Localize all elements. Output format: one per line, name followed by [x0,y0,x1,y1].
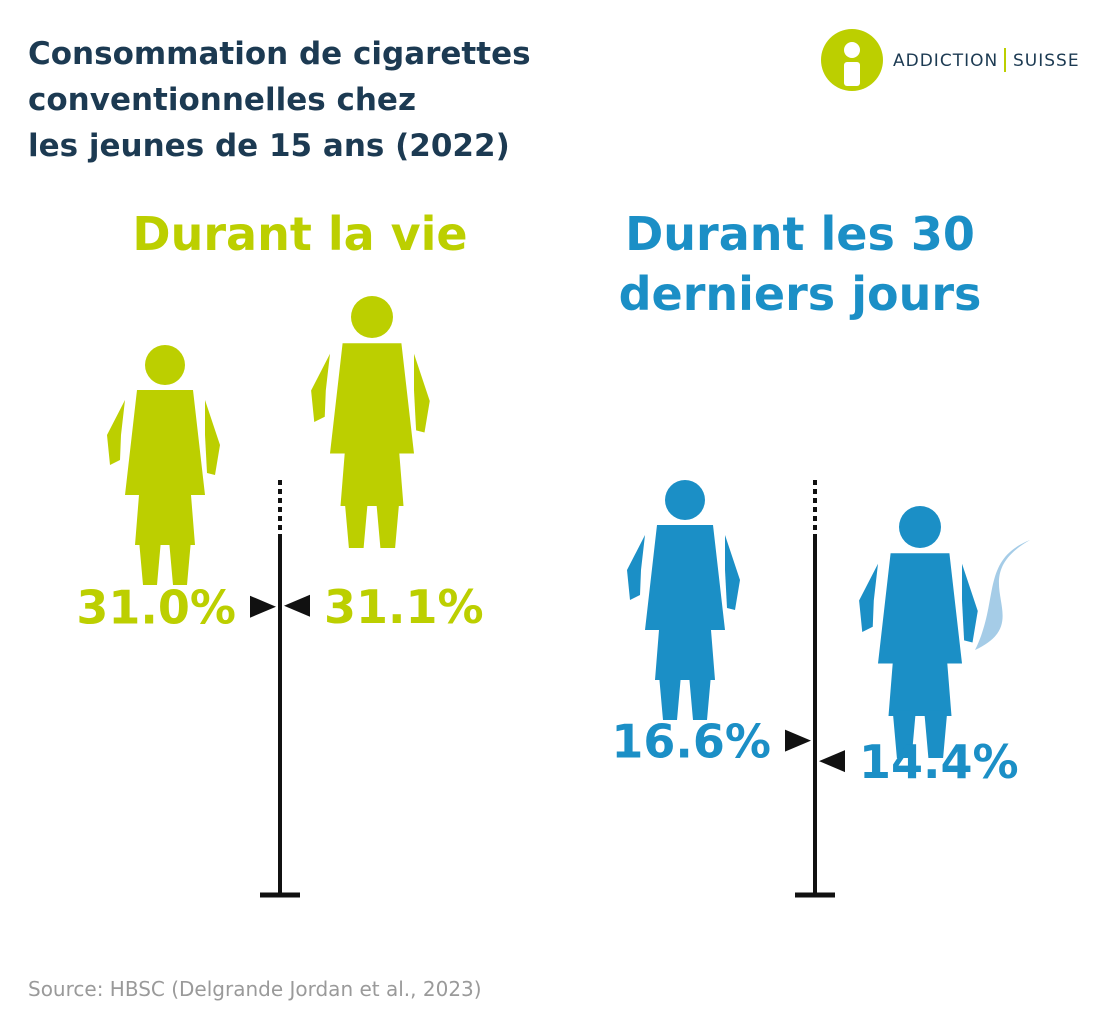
source: Source: HBSC (Delgrande Jordan et al., 2… [28,977,482,1001]
value-label: 14.4% [859,735,1019,789]
value-label: 16.6% [611,715,771,769]
logo-sub: SUISSE [1013,51,1080,71]
smoke [975,540,1030,650]
logo-mark [844,42,860,58]
value-marker [819,750,845,773]
value-marker [785,729,811,752]
value-label: 31.1% [324,580,484,634]
silhouette [107,345,220,585]
silhouette [859,506,978,758]
value-marker [284,594,310,617]
panel-heading: Durant les 30 [625,207,975,261]
logo-mark [844,62,860,86]
title-line: les jeunes de 15 ans (2022) [28,128,510,164]
silhouette [627,480,740,720]
figures-right [627,480,1030,758]
panel-heading: Durant la vie [132,207,467,261]
panel-heading: derniers jours [619,267,982,321]
value-marker [250,595,276,618]
logo-mark [821,29,883,91]
title-line: conventionnelles chez [28,82,416,118]
logo: ADDICTION SUISSE [821,29,1080,91]
silhouette [311,296,430,548]
title-line: Consommation de cigarettes [28,36,531,72]
figures-left [107,296,430,585]
logo-brand: ADDICTION [893,51,998,71]
value-label: 31.0% [76,581,236,635]
